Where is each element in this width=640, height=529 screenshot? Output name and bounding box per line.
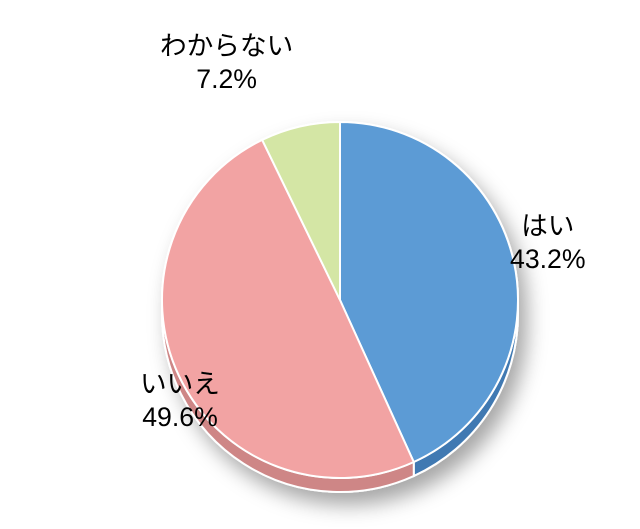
pie-label-pct: 43.2%	[510, 243, 586, 276]
pie-label-name: はい	[510, 210, 586, 243]
pie-label-wakaranai: わからない7.2%	[160, 30, 293, 97]
pie-label-pct: 7.2%	[160, 63, 293, 96]
pie-label-name: いいえ	[140, 368, 220, 401]
pie-label-hai: はい43.2%	[510, 210, 586, 277]
pie-chart-stage: はい43.2% いいえ49.6% わからない7.2%	[0, 0, 640, 529]
pie-label-iie: いいえ49.6%	[140, 368, 220, 435]
pie-label-pct: 49.6%	[140, 401, 220, 434]
pie-label-name: わからない	[160, 30, 293, 63]
